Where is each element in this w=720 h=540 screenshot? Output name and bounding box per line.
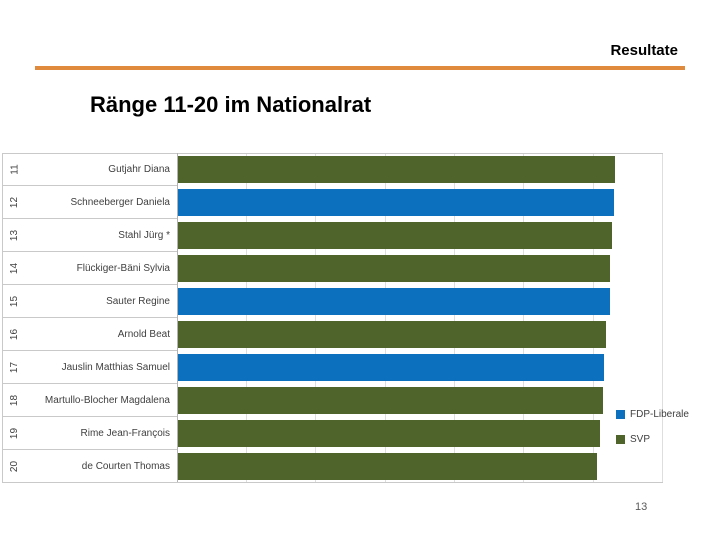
candidate-name: Flückiger-Bäni Sylvia: [76, 262, 170, 274]
rank-cell: 20: [3, 450, 27, 482]
value-bar: [178, 255, 610, 282]
accent-rule: [35, 66, 685, 70]
gridline: [662, 153, 663, 483]
row-label: 11 Gutjahr Diana: [3, 153, 177, 186]
candidate-name: Sauter Regine: [106, 295, 170, 307]
rank-cell: 18: [3, 384, 27, 416]
row-label: 13 Stahl Jürg *: [3, 219, 177, 252]
rank-cell: 15: [3, 285, 27, 317]
chart-row: 13 Stahl Jürg *: [3, 219, 701, 252]
value-bar: [178, 288, 610, 315]
bar-track: [177, 285, 701, 318]
rank-label: 15: [9, 295, 21, 307]
plot-bottom-border: [3, 482, 663, 483]
gridline: [385, 153, 386, 483]
rank-label: 11: [9, 164, 21, 175]
rank-label: 17: [9, 361, 21, 373]
legend-item-fdp: FDP-Liberale: [616, 409, 689, 420]
rank-cell: 14: [3, 252, 27, 284]
row-label: 20 de Courten Thomas: [3, 450, 177, 483]
rank-cell: 16: [3, 318, 27, 350]
row-label: 15 Sauter Regine: [3, 285, 177, 318]
legend-swatch-fdp: [616, 410, 625, 419]
value-bar: [178, 453, 598, 480]
row-label: 16 Arnold Beat: [3, 318, 177, 351]
bar-track: [177, 450, 701, 483]
row-label: 17 Jauslin Matthias Samuel: [3, 351, 177, 384]
value-bar: [178, 189, 614, 216]
chart-row: 18 Martullo-Blocher Magdalena: [3, 384, 701, 417]
rank-cell: 13: [3, 219, 27, 251]
value-bar: [178, 321, 607, 348]
candidate-name: Rime Jean-François: [80, 427, 170, 439]
gridline: [523, 153, 524, 483]
gridline: [593, 153, 594, 483]
bar-track: [177, 351, 701, 384]
bar-track: [177, 219, 701, 252]
row-label: 14 Flückiger-Bäni Sylvia: [3, 252, 177, 285]
candidate-name: Martullo-Blocher Magdalena: [44, 394, 170, 406]
value-bar: [178, 354, 604, 381]
rank-cell: 12: [3, 186, 27, 218]
candidate-name: Gutjahr Diana: [108, 164, 170, 175]
bar-track: [177, 417, 701, 450]
candidate-name: de Courten Thomas: [81, 460, 170, 472]
candidate-name: Jauslin Matthias Samuel: [61, 361, 170, 373]
value-bar: [178, 420, 600, 447]
value-bar: [178, 387, 603, 414]
rank-label: 16: [9, 328, 21, 340]
row-label: 12 Schneeberger Daniela: [3, 186, 177, 219]
bar-track: [177, 384, 701, 417]
rank-label: 19: [9, 427, 21, 439]
chart-legend: FDP-Liberale SVP: [616, 409, 689, 459]
bar-track: [177, 318, 701, 351]
bar-track: [177, 252, 701, 285]
rank-cell: 17: [3, 351, 27, 383]
legend-swatch-svp: [616, 435, 625, 444]
legend-label-fdp: FDP-Liberale: [630, 409, 689, 420]
candidate-name: Arnold Beat: [117, 328, 170, 340]
candidate-name: Stahl Jürg *: [118, 229, 170, 241]
page-title: Ränge 11-20 im Nationalrat: [90, 92, 372, 117]
page-number: 13: [635, 501, 648, 513]
chart-row: 19 Rime Jean-François: [3, 417, 701, 450]
value-bar: [178, 156, 616, 183]
candidate-name: Schneeberger Daniela: [70, 196, 170, 208]
category-axis-line: [177, 153, 178, 483]
rank-cell: 19: [3, 417, 27, 449]
plot-top-border: [3, 153, 663, 154]
chart-row: 12 Schneeberger Daniela: [3, 186, 701, 219]
chart-row: 20 de Courten Thomas: [3, 450, 701, 483]
rank-label: 12: [9, 196, 21, 208]
gridline: [454, 153, 455, 483]
gridline: [246, 153, 247, 483]
chart-rows: 11 Gutjahr Diana 12 Schneeberger Daniela…: [3, 153, 701, 483]
rank-cell: 11: [3, 154, 27, 185]
chart-row: 15 Sauter Regine: [3, 285, 701, 318]
chart-row: 17 Jauslin Matthias Samuel: [3, 351, 701, 384]
legend-item-svp: SVP: [616, 434, 689, 445]
rank-label: 20: [9, 460, 21, 472]
chart-row: 11 Gutjahr Diana: [3, 153, 701, 186]
chart-row: 16 Arnold Beat: [3, 318, 701, 351]
bar-track: [177, 186, 701, 219]
value-bar: [178, 222, 612, 249]
bar-track: [177, 153, 701, 186]
rank-label: 14: [9, 262, 21, 274]
row-label: 19 Rime Jean-François: [3, 417, 177, 450]
legend-label-svp: SVP: [630, 434, 651, 445]
chart-row: 14 Flückiger-Bäni Sylvia: [3, 252, 701, 285]
rank-label: 13: [9, 229, 21, 241]
slide-header-label: Resultate: [610, 42, 678, 59]
row-label: 18 Martullo-Blocher Magdalena: [3, 384, 177, 417]
rank-label: 18: [9, 394, 21, 406]
bar-chart: 11 Gutjahr Diana 12 Schneeberger Daniela…: [2, 153, 701, 483]
gridline: [315, 153, 316, 483]
